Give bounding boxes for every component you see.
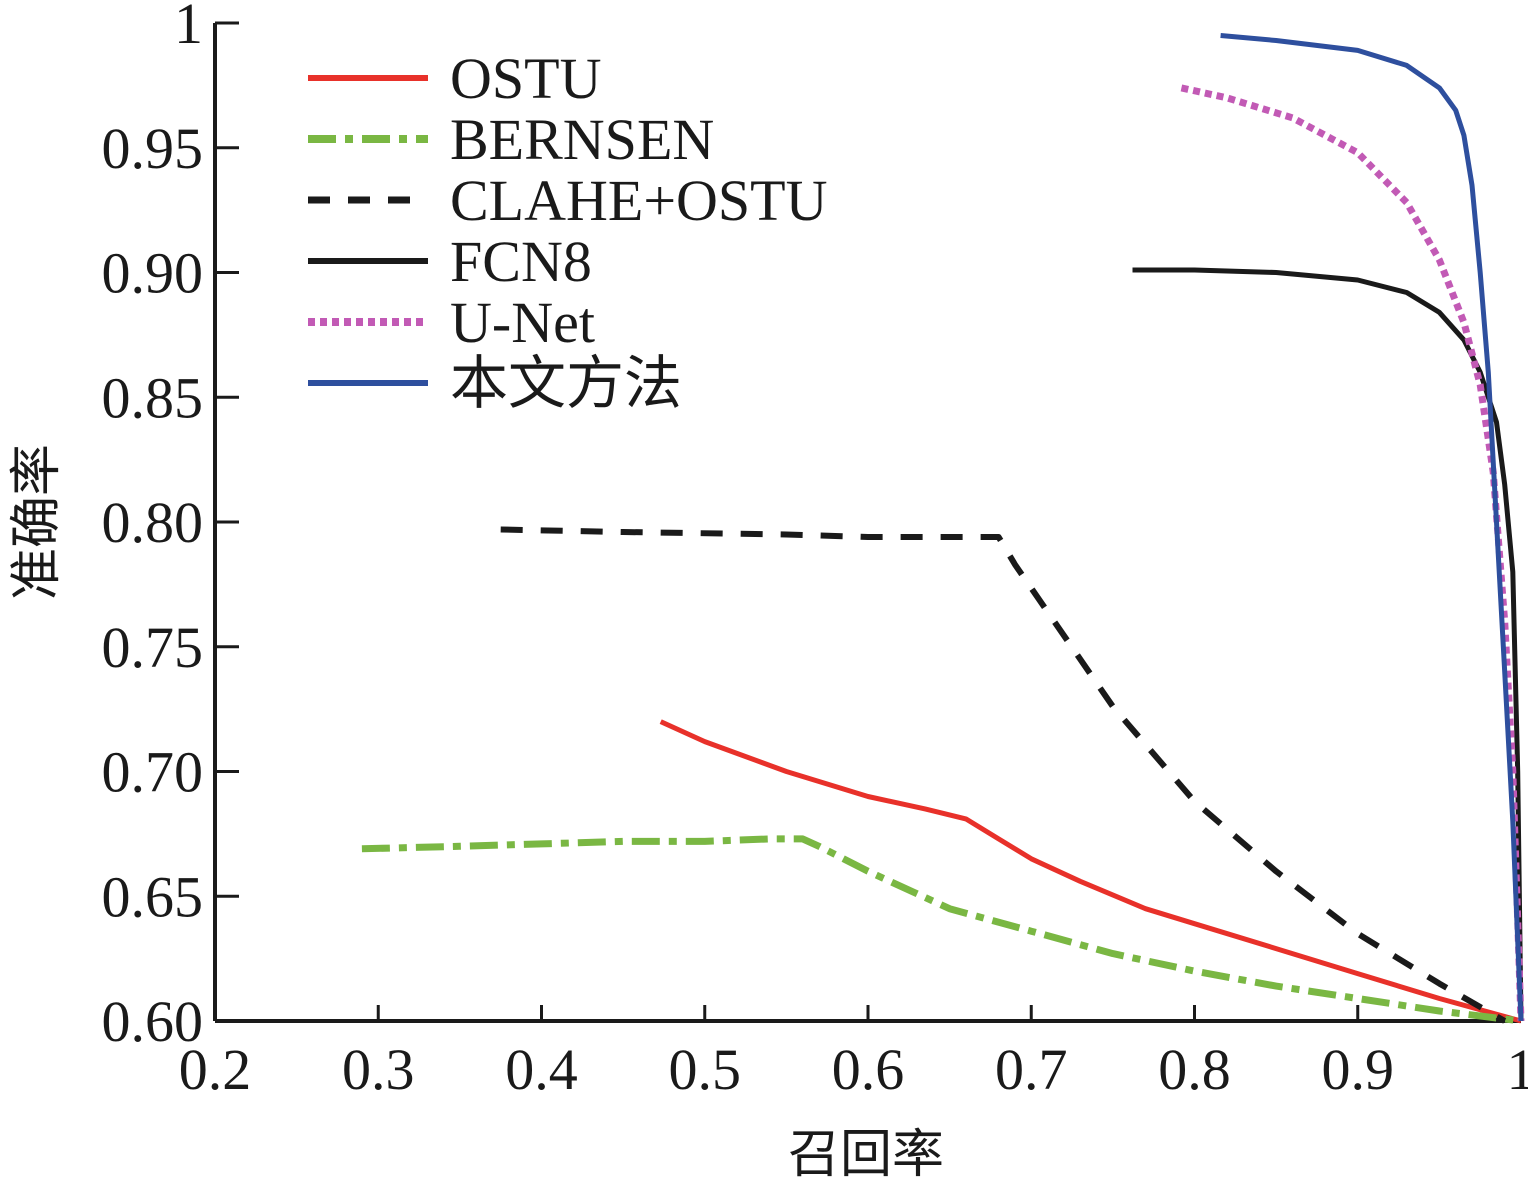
x-tick-label: 0.5: [669, 1037, 742, 1102]
series-line-5: [1220, 33, 1524, 1022]
y-tick-label: 0.70: [102, 740, 204, 805]
x-tick-label: 0.4: [505, 1037, 578, 1102]
x-axis-title: 召回率: [788, 1125, 944, 1185]
legend-label-1: BERNSEN: [450, 107, 714, 172]
legend-label-3: FCN8: [450, 229, 592, 294]
x-tick-label: 0.7: [995, 1037, 1068, 1102]
series-line-1: [361, 835, 1522, 1025]
y-axis-title: 准确率: [7, 444, 67, 600]
legend-label-0: OSTU: [450, 46, 601, 111]
axes: 0.2 0.3 0.4 0.5 0.6 0.7 0.8 0.9 1 0.60 0.65 0.70 0.7…: [102, 0, 1528, 1102]
legend-label-2: CLAHE+OSTU: [450, 168, 827, 233]
x-tick-label: 0.3: [342, 1037, 415, 1102]
y-tick-label: 0.95: [102, 116, 204, 181]
y-tick-label: 0.75: [102, 615, 204, 680]
y-tick-label: 0.90: [102, 241, 204, 306]
legend-label-4: U-Net: [450, 290, 595, 355]
series-line-3: [1132, 267, 1524, 1022]
y-tick-label: 1: [174, 0, 203, 56]
series-line-0: [659, 719, 1522, 1024]
x-tick-label: 0.6: [832, 1037, 905, 1102]
x-tick-label: 0.9: [1322, 1037, 1395, 1102]
series-line-4: [1180, 84, 1525, 1022]
y-tick-label: 0.60: [102, 989, 204, 1054]
x-tick-label: 1: [1507, 1037, 1528, 1102]
series-line-2: [500, 526, 1507, 1024]
y-tick-label: 0.80: [102, 490, 204, 555]
legend-label-5: 本文方法: [450, 351, 682, 416]
x-tick-label: 0.2: [179, 1037, 252, 1102]
x-tick-label: 0.8: [1158, 1037, 1231, 1102]
y-tick-label: 0.85: [102, 365, 204, 430]
y-tick-label: 0.65: [102, 864, 204, 929]
plot-lines: [361, 33, 1525, 1025]
